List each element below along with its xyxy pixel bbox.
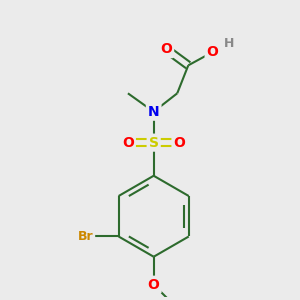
Text: S: S: [149, 136, 159, 150]
Text: Br: Br: [78, 230, 93, 243]
Text: N: N: [148, 105, 160, 119]
Text: O: O: [173, 136, 185, 150]
Text: O: O: [160, 42, 172, 56]
Text: H: H: [224, 37, 234, 50]
Text: O: O: [207, 45, 218, 59]
Text: O: O: [122, 136, 134, 150]
Text: O: O: [148, 278, 160, 292]
